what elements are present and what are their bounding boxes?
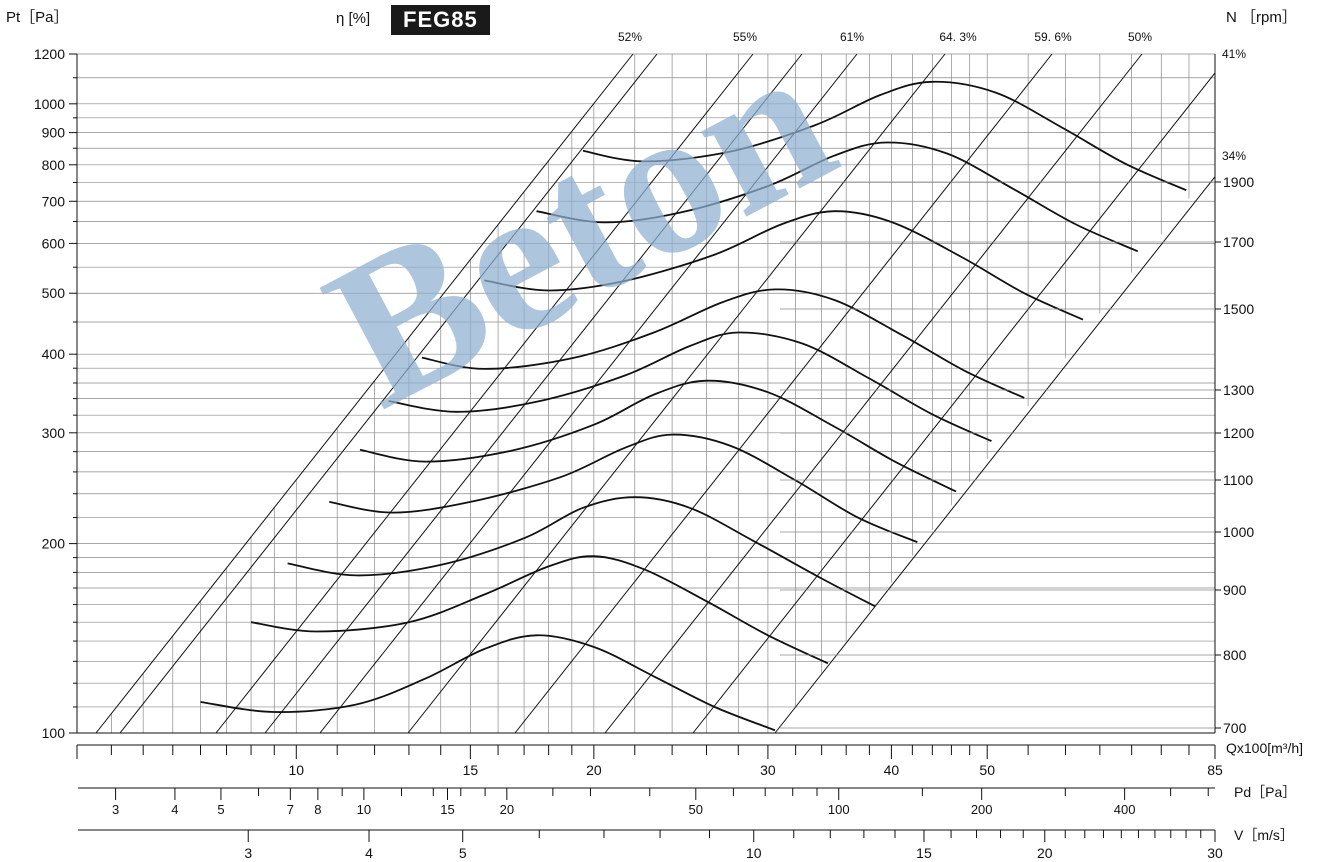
y-tick-label: 600	[42, 235, 66, 251]
y-tick-label: 700	[42, 193, 66, 209]
pd-tick-label: 3	[112, 802, 119, 817]
v-tick-label: 10	[746, 845, 762, 861]
v-tick-label: 5	[459, 845, 467, 861]
efficiency-label: 55%	[733, 30, 757, 44]
efficiency-label: 64. 3%	[939, 30, 977, 44]
resistance-line	[264, 53, 803, 734]
rpm-tick-label: 1000	[1223, 524, 1254, 540]
efficiency-label: 52%	[618, 30, 642, 44]
y-tick-label: 1200	[34, 46, 65, 62]
fan-curve-1900	[582, 80, 1187, 192]
pd-tick-label: 5	[217, 802, 224, 817]
efficiency-title: η [%]	[336, 10, 371, 27]
resistance-line	[604, 53, 1143, 734]
chart-axes: 52% 55% 61% 64. 3% 59. 6% 50% 41% 34% 100 200 300 4…	[34, 30, 1255, 861]
v-tick-label: 20	[1037, 845, 1053, 861]
v-tick-label: 3	[244, 845, 252, 861]
fan-curves	[200, 80, 1187, 732]
pd-tick-label: 8	[314, 802, 321, 817]
q-tick-label: 50	[979, 762, 995, 778]
fan-curve-1700	[536, 141, 1139, 253]
resistance-line	[774, 176, 1216, 734]
pd-tick-label: 15	[440, 802, 454, 817]
efficiency-label: 34%	[1222, 149, 1246, 163]
y-tick-label: 100	[42, 725, 66, 741]
efficiency-label: 61%	[840, 30, 864, 44]
rpm-tick-label: 1700	[1223, 234, 1254, 250]
resistance-line	[514, 53, 1053, 734]
resistance-lines	[95, 53, 1216, 734]
q-tick-label: 10	[289, 762, 305, 778]
pd-tick-label: 10	[357, 802, 371, 817]
fan-curve-800	[250, 555, 829, 665]
rpm-tick-label: 1500	[1223, 301, 1254, 317]
rpm-tick-label: 900	[1223, 582, 1247, 598]
rpm-tick-label: 700	[1223, 720, 1247, 736]
resistance-line	[119, 53, 658, 734]
fan-curve-1500	[484, 210, 1084, 321]
fan-curve-1200	[388, 331, 992, 442]
q-tick-label: 20	[586, 762, 602, 778]
y-tick-label: 200	[42, 536, 66, 552]
fan-curve-1300	[421, 288, 1025, 399]
model-badge: FEG85	[391, 5, 490, 35]
v-axis-title: V［m/s］	[1234, 827, 1294, 843]
y-axis-title: Pt［Pa］	[6, 9, 69, 26]
fan-curve-900	[287, 496, 876, 608]
rpm-tick-label: 1100	[1223, 472, 1253, 488]
efficiency-label: 41%	[1222, 47, 1246, 61]
y-tick-label: 300	[42, 425, 66, 441]
fan-curve-1100	[359, 379, 957, 493]
chart-grid	[77, 53, 1215, 734]
y-tick-label: 500	[42, 285, 66, 301]
pd-tick-label: 20	[500, 802, 514, 817]
fan-curve-700	[200, 634, 776, 732]
q-tick-label: 85	[1207, 762, 1223, 778]
q-tick-label: 30	[760, 762, 776, 778]
y-tick-label: 800	[42, 157, 66, 173]
resistance-line	[692, 72, 1216, 734]
rpm-tick-label: 1900	[1223, 174, 1254, 190]
v-tick-label: 4	[365, 845, 373, 861]
v-tick-label: 30	[1207, 845, 1223, 861]
resistance-line	[407, 53, 946, 734]
pd-tick-label: 400	[1114, 802, 1136, 817]
y-tick-label: 900	[42, 125, 66, 141]
x-axis-title: Qx100[m³/h]	[1226, 740, 1304, 756]
q-tick-label: 40	[884, 762, 900, 778]
y-tick-label: 400	[42, 346, 66, 362]
pd-tick-label: 7	[287, 802, 294, 817]
pd-tick-label: 200	[971, 802, 993, 817]
efficiency-label: 59. 6%	[1034, 30, 1072, 44]
resistance-line	[95, 53, 634, 734]
rpm-axis-title: N ［rpm］	[1226, 9, 1297, 26]
resistance-line	[215, 53, 754, 734]
rpm-tick-label: 1200	[1223, 425, 1254, 441]
grid-band	[111, 54, 1215, 733]
pd-tick-label: 4	[171, 802, 178, 817]
resistance-line	[319, 53, 858, 734]
pd-tick-label: 50	[689, 802, 703, 817]
q-tick-label: 15	[463, 762, 479, 778]
pd-axis-title: Pd［Pa］	[1234, 784, 1297, 800]
v-tick-label: 15	[916, 845, 932, 861]
rpm-tick-label: 1300	[1223, 382, 1254, 398]
fan-curve-1000	[329, 433, 918, 544]
pd-tick-label: 100	[828, 802, 850, 817]
efficiency-label: 50%	[1128, 30, 1152, 44]
y-tick-label: 1000	[34, 96, 65, 112]
rpm-tick-label: 800	[1223, 647, 1247, 663]
